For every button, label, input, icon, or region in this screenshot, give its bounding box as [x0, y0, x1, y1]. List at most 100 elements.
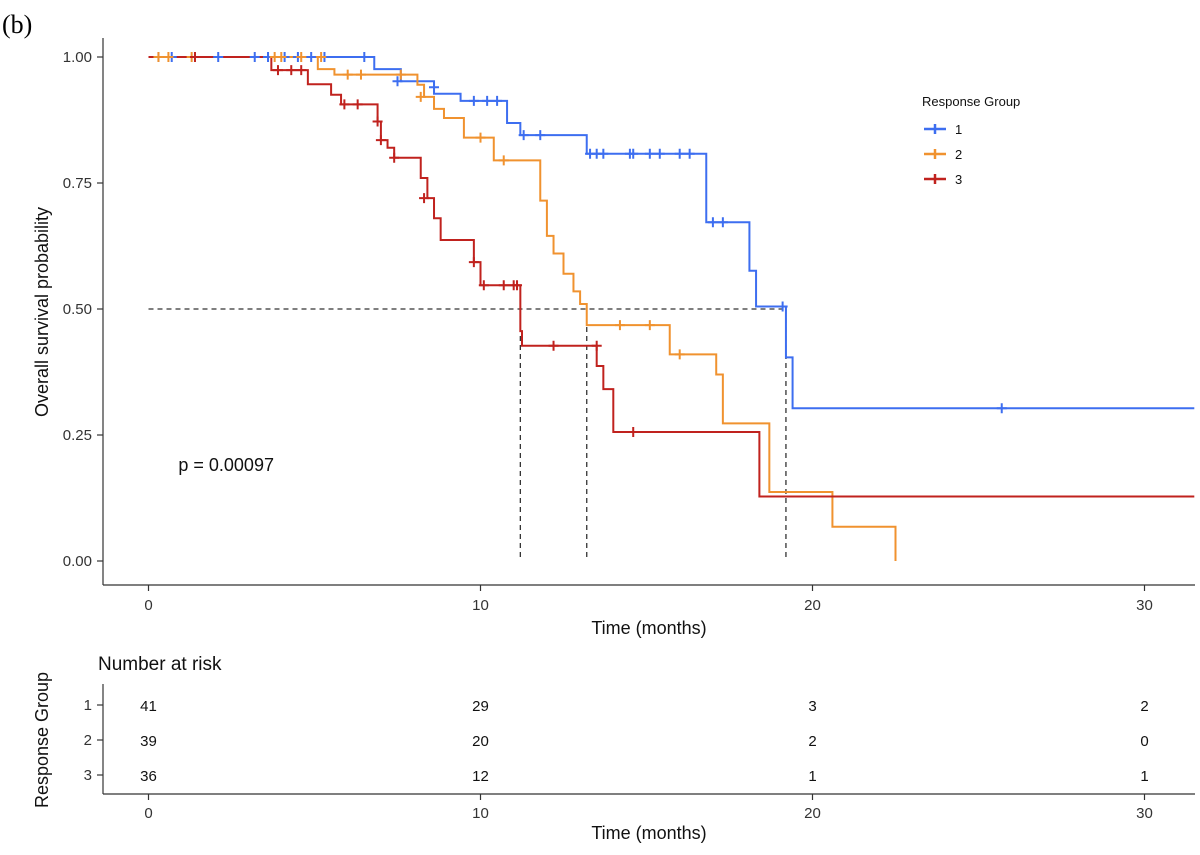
x-axis-title: Time (months): [591, 618, 706, 638]
panel-label: (b): [2, 10, 32, 39]
risk-x-tick-label: 30: [1136, 805, 1153, 822]
censor-mark-group-1: [359, 52, 370, 62]
risk-table-title: Number at risk: [98, 654, 222, 675]
risk-y-axis-title: Response Group: [32, 672, 52, 808]
censor-mark-group-2: [475, 132, 486, 143]
censor-mark-group-1: [644, 148, 655, 159]
censor-mark-group-1: [654, 148, 665, 159]
censor-mark-group-1: [482, 95, 493, 106]
risk-count-cell: 0: [1140, 733, 1148, 750]
censor-mark-group-2: [498, 155, 509, 166]
censor-mark-group-1: [674, 148, 685, 159]
censor-mark-group-1: [392, 76, 403, 87]
censor-mark-group-2: [644, 320, 655, 331]
censor-mark-group-1: [535, 130, 546, 141]
censor-mark-group-3: [296, 65, 307, 76]
risk-x-tick-label: 20: [804, 805, 821, 822]
legend: Response Group 1 2 3: [922, 94, 1020, 187]
censor-mark-group-1: [429, 82, 440, 93]
censor-mark-group-1: [306, 52, 317, 62]
survival-curve-group-3: [148, 56, 1195, 498]
censor-mark-group-3: [272, 65, 283, 76]
censor-mark-group-2: [674, 349, 685, 360]
risk-x-axis-title: Time (months): [591, 823, 706, 843]
censor-mark-group-3: [419, 193, 430, 204]
risk-table-rows: 1 41 29 3 22 39 20 2 03 36 12 1 1: [84, 697, 1149, 785]
x-tick-label: 10: [472, 597, 489, 614]
risk-count-cell: 41: [140, 698, 157, 715]
risk-count-cell: 12: [472, 768, 489, 785]
censor-mark-group-3: [591, 340, 602, 351]
censor-mark-group-1: [777, 301, 788, 312]
censor-mark-group-3: [468, 257, 479, 268]
censor-mark-group-3: [628, 426, 639, 437]
censor-mark-group-2: [276, 52, 287, 62]
censor-mark-group-3: [189, 52, 200, 62]
censor-mark-group-2: [342, 69, 353, 80]
censor-mark-group-3: [389, 152, 400, 163]
censor-mark-group-3: [498, 280, 509, 291]
risk-row-label-group-3: 3: [84, 767, 92, 784]
censor-mark-group-2: [395, 69, 406, 80]
legend-label-group-2: 2: [955, 147, 962, 162]
risk-count-cell: 2: [1140, 698, 1148, 715]
censor-mark-group-3: [339, 99, 350, 110]
y-axis-title: Overall survival probability: [32, 207, 52, 417]
censor-mark-group-1: [468, 95, 479, 106]
p-value-annotation: p = 0.00097: [178, 455, 274, 475]
y-tick-label: 1.00: [63, 49, 92, 66]
legend-title: Response Group: [922, 94, 1020, 109]
censor-mark-group-3: [375, 135, 386, 146]
x-tick-label: 0: [144, 597, 152, 614]
risk-count-cell: 1: [808, 768, 816, 785]
survival-curve-group-1: [148, 56, 1195, 410]
censor-mark-group-1: [249, 52, 260, 62]
censor-mark-group-1: [707, 217, 718, 228]
censor-mark-group-3: [286, 65, 297, 76]
censor-mark-group-2: [614, 320, 625, 331]
censor-mark-group-3: [478, 280, 489, 291]
censor-mark-group-3: [548, 340, 559, 351]
risk-count-cell: 20: [472, 733, 489, 750]
censor-mark-group-3: [512, 280, 523, 291]
censor-mark-group-1: [213, 52, 224, 62]
risk-row-label-group-1: 1: [84, 697, 92, 714]
censor-mark-group-3: [372, 116, 383, 127]
censor-mark-group-1: [628, 148, 639, 159]
censor-mark-group-2: [163, 52, 174, 62]
censor-mark-group-2: [316, 52, 327, 62]
censor-mark-group-2: [153, 52, 164, 62]
risk-x-tick-label: 10: [472, 805, 489, 822]
survival-curve-group-2: [148, 56, 897, 561]
censor-mark-group-1: [996, 403, 1007, 414]
y-tick-label: 0.50: [63, 301, 92, 318]
x-axis-ticks: 0 10 20 30: [144, 585, 1153, 614]
risk-x-axis-ticks: 0 10 20 30: [144, 794, 1153, 822]
legend-label-group-3: 3: [955, 172, 962, 187]
y-tick-label: 0.25: [63, 427, 92, 444]
censor-marks: [153, 52, 1007, 437]
risk-count-cell: 1: [1140, 768, 1148, 785]
risk-row-label-group-2: 2: [84, 732, 92, 749]
risk-count-cell: 3: [808, 698, 816, 715]
y-axis-ticks: 0.00 0.25 0.50 0.75 1.00: [63, 49, 103, 570]
y-tick-label: 0.00: [63, 553, 92, 570]
x-tick-label: 30: [1136, 597, 1153, 614]
censor-mark-group-1: [717, 217, 728, 228]
censor-mark-group-2: [415, 91, 426, 102]
censor-mark-group-2: [355, 69, 366, 80]
risk-count-cell: 2: [808, 733, 816, 750]
censor-mark-group-1: [598, 148, 609, 159]
censor-mark-group-3: [352, 99, 363, 110]
y-tick-label: 0.75: [63, 175, 92, 192]
censor-mark-group-2: [296, 52, 307, 62]
risk-count-cell: 36: [140, 768, 157, 785]
censor-mark-group-1: [518, 130, 529, 141]
censor-mark-group-1: [492, 95, 503, 106]
median-reference-lines: [148, 308, 787, 561]
censor-mark-group-1: [684, 148, 695, 159]
risk-count-cell: 39: [140, 733, 157, 750]
risk-count-cell: 29: [472, 698, 489, 715]
